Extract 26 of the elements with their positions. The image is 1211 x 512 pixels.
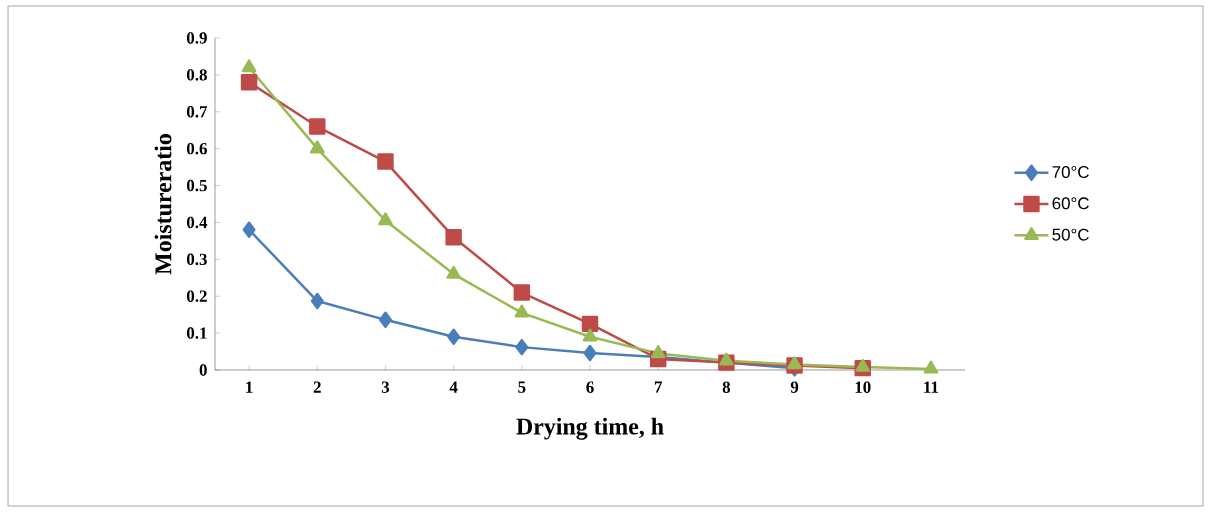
legend-label: 60°C — [1052, 197, 1089, 210]
x-tick-label: 8 — [722, 381, 731, 393]
x-tick-label: 6 — [586, 381, 594, 393]
y-tick-label: 0.1 — [186, 327, 207, 339]
y-tick-label: 0 — [199, 364, 207, 376]
y-tick-label: 0.4 — [186, 216, 208, 229]
y-tick-label: 0.7 — [186, 106, 208, 118]
x-tick-label: 3 — [381, 381, 390, 393]
y-tick-label: 0.2 — [186, 290, 207, 302]
y-tick-label: 0.6 — [186, 142, 207, 155]
x-tick-label: 5 — [518, 381, 526, 393]
y-axis-title: Moistureratio — [154, 134, 172, 275]
y-tick-label: 0.9 — [186, 32, 207, 44]
x-tick-label: 2 — [313, 381, 321, 393]
x-tick-label: 9 — [790, 381, 799, 393]
legend-label: 50°C — [1052, 228, 1089, 241]
legend-label: 70°C — [1052, 166, 1089, 179]
x-tick-label: 10 — [855, 381, 871, 393]
y-tick-label: 0.3 — [186, 253, 207, 266]
x-tick-label: 4 — [449, 381, 458, 393]
x-tick-label: 7 — [654, 381, 663, 393]
y-tick-label: 0.5 — [186, 179, 207, 192]
x-axis-title: Drying time, h — [516, 417, 664, 440]
x-tick-label: 1 — [246, 381, 253, 393]
x-tick-label: 11 — [924, 381, 939, 393]
y-tick-label: 0.8 — [186, 69, 207, 81]
